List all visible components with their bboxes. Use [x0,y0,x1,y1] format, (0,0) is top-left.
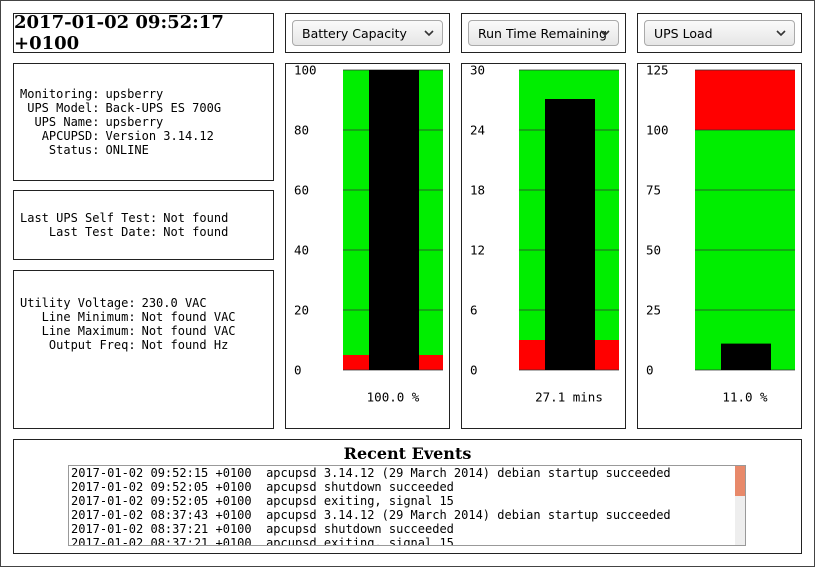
info-value: ONLINE [105,143,149,157]
info-label: Status: [48,143,100,157]
info-value: upsberry [105,87,164,101]
gauge: 0 20 40 60 80 100 100.0 % [294,64,443,405]
gauge-select[interactable]: UPS Load [644,20,795,46]
y-tick-label: 60 [294,183,309,198]
y-tick-label: 80 [294,123,309,138]
info-label: Last UPS Self Test: [20,211,158,225]
select-text: Battery Capacity [302,25,407,41]
gauge-readout: 100.0 % [367,390,420,405]
select-chevron [424,30,434,37]
gauge-panel: 0 6 12 18 24 30 27.1 mins [461,63,626,429]
chevron [600,30,610,37]
info-value: Not found [163,211,229,225]
y-tick-label: 20 [294,303,309,318]
info-value: Not found VAC [141,324,236,338]
y-tick-label: 125 [646,64,669,78]
y-tick-label: 75 [646,183,661,198]
select-chevron [600,30,610,37]
info-value: Not found [163,225,229,239]
info-label: Utility Voltage: [20,296,136,310]
events-title: Recent Events [343,444,472,463]
info-value: Back-UPS ES 700G [105,101,222,115]
status-box: Monitoring: upsberry UPS Model: Back-UPS ES… [13,63,274,181]
gauge-select[interactable]: Battery Capacity [292,20,443,46]
scroll-thumb[interactable] [735,466,745,496]
info-value: Not found Hz [141,338,229,352]
info-value: upsberry [105,115,164,129]
y-tick-label: 100 [646,123,669,138]
gauge-bar [721,343,771,370]
info-label: Output Freq: [48,338,136,352]
info-label: UPS Name: [34,115,100,129]
chevron [776,30,786,37]
gauge-select[interactable]: Run Time Remaining [468,20,619,46]
event-line: 2017-01-02 08:37:21 +0100 apcupsd exitin… [71,536,454,546]
gauge-bar [369,70,419,370]
gauge-header: Battery Capacity [285,13,450,53]
event-line: 2017-01-02 08:37:43 +0100 apcupsd 3.14.1… [71,508,671,522]
datetime: 2017-01-02 09:52:17 +0100 [14,12,224,54]
info-label: Monitoring: [20,87,100,101]
events-list[interactable]: 2017-01-02 09:52:15 +0100 apcupsd 3.14.1… [68,465,746,546]
y-tick-label: 6 [470,303,478,318]
gauge-readout: 11.0 % [722,390,768,405]
gauge-zone [695,70,795,130]
select-text: UPS Load [654,25,713,41]
info-label: Line Minimum: [41,310,136,324]
selftest-list: Last UPS Self Test: Not found Last Test Da… [20,211,228,239]
voltage-list: Utility Voltage: 230.0 VAC Line Minimum: No… [20,296,236,352]
gauge: 0 25 50 75 100 125 11.0 % [646,64,795,405]
voltage-box: Utility Voltage: 230.0 VAC Line Minimum: No… [13,270,274,429]
info-value: 230.0 VAC [141,296,207,310]
event-line: 2017-01-02 09:52:15 +0100 apcupsd 3.14.1… [71,466,671,480]
y-tick-label: 40 [294,243,309,258]
gauge-header: UPS Load [637,13,802,53]
events-box: Recent Events 2017-01-02 09:52:15 +0100 … [13,439,802,554]
y-tick-label: 30 [470,64,485,78]
info-label: APCUPSD: [41,129,100,143]
y-tick-label: 0 [646,363,654,378]
info-label: Line Maximum: [41,324,136,338]
y-tick-label: 0 [470,363,478,378]
gauge: 0 6 12 18 24 30 27.1 mins [470,64,619,405]
info-value: Not found VAC [141,310,236,324]
y-tick-label: 0 [294,363,302,378]
gauge-panel: 0 20 40 60 80 100 100.0 % [285,63,450,429]
y-tick-label: 12 [470,243,485,258]
gauge-header: Run Time Remaining [461,13,626,53]
gauge-readout: 27.1 mins [535,390,603,405]
y-tick-label: 50 [646,243,661,258]
gauge-panel: 0 25 50 75 100 125 11.0 % [637,63,802,429]
status-list: Monitoring: upsberry UPS Model: Back-UPS ES… [20,87,221,157]
selftest-box: Last UPS Self Test: Not found Last Test Da… [13,190,274,260]
y-tick-label: 25 [646,303,661,318]
info-label: UPS Model: [27,101,100,115]
event-line: 2017-01-02 08:37:21 +0100 apcupsd shutdo… [71,522,454,536]
y-tick-label: 24 [470,123,485,138]
y-tick-label: 100 [294,64,317,78]
chevron [424,30,434,37]
gauge-bar [545,99,595,370]
info-value: Version 3.14.12 [105,129,214,143]
scrollbar[interactable] [735,466,745,545]
y-tick-label: 18 [470,183,485,198]
info-label: Last Test Date: [48,225,158,239]
event-line: 2017-01-02 09:52:05 +0100 apcupsd exitin… [71,494,454,508]
datetime-box: 2017-01-02 09:52:17 +0100 [13,12,274,54]
event-line: 2017-01-02 09:52:05 +0100 apcupsd shutdo… [71,480,454,494]
select-chevron [776,30,786,37]
select-text: Run Time Remaining [478,25,607,41]
